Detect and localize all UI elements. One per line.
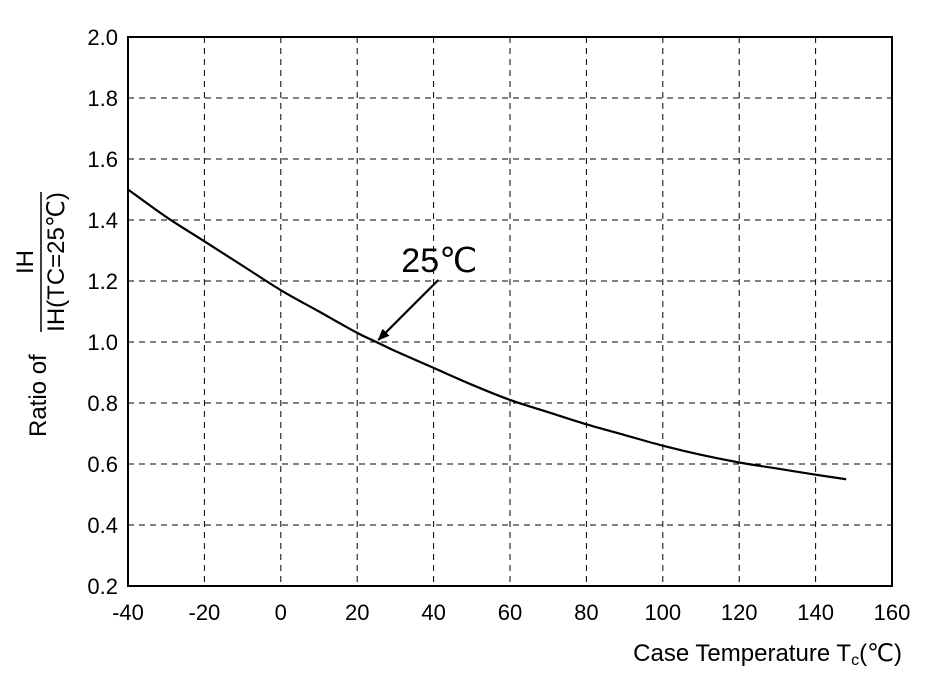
x-tick-label: 160 [874,600,911,625]
y-tick-label: 0.4 [87,513,118,538]
x-tick-label: 80 [574,600,598,625]
y-axis-label-prefix: Ratio of [25,354,52,437]
x-tick-label: 100 [644,600,681,625]
x-tick-labels: -40 -20 0 20 40 60 80 100 120 140 160 [112,600,910,625]
annotation-label: 25℃ [401,242,477,280]
x-tick-label: 40 [421,600,445,625]
y-tick-labels: 2.0 1.8 1.6 1.4 1.2 1.0 0.8 0.6 0.4 0.2 [87,25,118,599]
x-tick-label: 0 [275,600,287,625]
x-tick-label: 140 [797,600,834,625]
x-tick-label: 20 [345,600,369,625]
y-tick-label: 0.6 [87,452,118,477]
y-tick-label: 0.8 [87,391,118,416]
y-tick-label: 1.6 [87,147,118,172]
annotation: 25℃ [377,242,477,341]
y-axis-label-denominator: IH(TC=25℃) [43,192,70,332]
series-line [127,188,847,481]
y-tick-label: 1.0 [87,330,118,355]
x-tick-label: 60 [498,600,522,625]
annotation-arrow [377,279,440,341]
y-tick-label: 2.0 [87,25,118,50]
y-axis-label: Ratio of IH IH(TC=25℃) [12,192,70,437]
plot-frame [127,36,893,587]
y-tick-label: 0.2 [87,574,118,599]
grid-lines [128,37,892,586]
y-tick-label: 1.8 [87,86,118,111]
x-tick-label: -20 [189,600,221,625]
x-tick-label: -40 [112,600,144,625]
y-tick-label: 1.2 [87,269,118,294]
x-axis-label: Case Temperature Tc(℃) [633,640,902,669]
y-axis-label-numerator: IH [12,250,39,274]
x-tick-label: 120 [721,600,758,625]
y-tick-label: 1.4 [87,208,118,233]
